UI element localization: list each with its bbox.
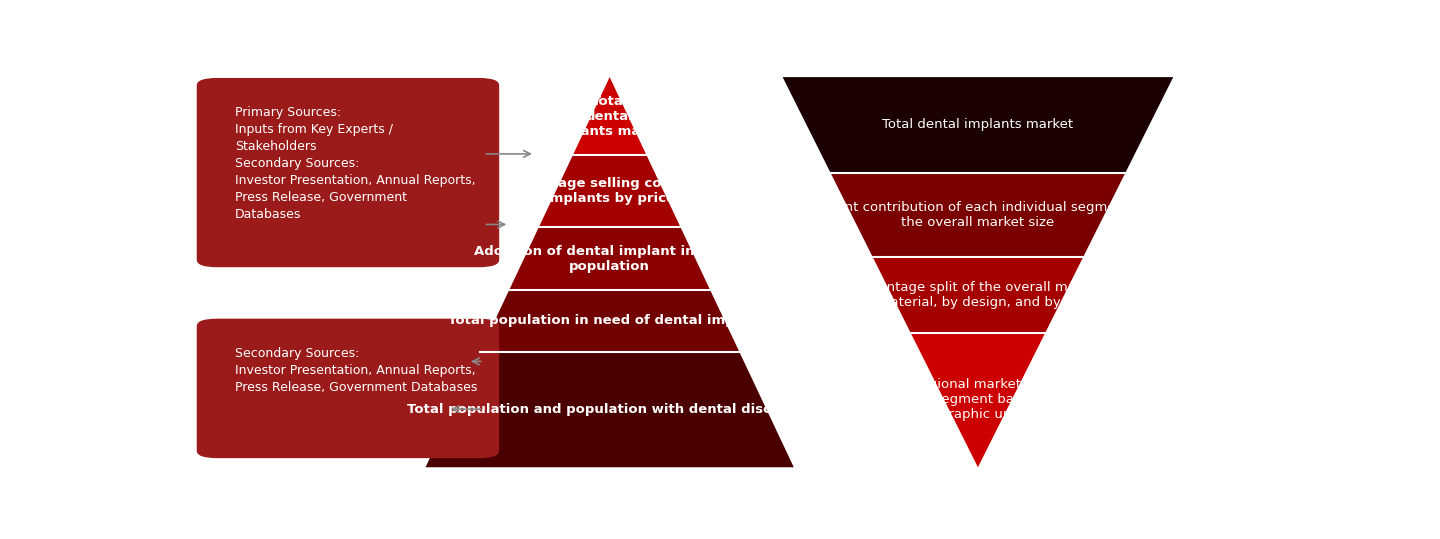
Polygon shape bbox=[480, 290, 740, 352]
Polygon shape bbox=[510, 227, 710, 290]
Polygon shape bbox=[831, 172, 1126, 257]
Polygon shape bbox=[426, 352, 793, 467]
FancyBboxPatch shape bbox=[197, 319, 500, 458]
Text: Primary Sources:
Inputs from Key Experts /
Stakeholders
Secondary Sources:
Inves: Primary Sources: Inputs from Key Experts… bbox=[235, 106, 475, 221]
Text: Regional market for
each segment based on
geographic uptake: Regional market for each segment based o… bbox=[897, 378, 1058, 421]
Text: Total dental implants market: Total dental implants market bbox=[883, 119, 1073, 132]
Polygon shape bbox=[783, 77, 1174, 172]
Text: Total population in need of dental implants: Total population in need of dental impla… bbox=[448, 314, 772, 328]
Text: Average selling cost of
implants by price: Average selling cost of implants by pric… bbox=[524, 177, 696, 205]
Text: Adoption of dental implant in target
population: Adoption of dental implant in target pop… bbox=[474, 245, 746, 273]
Text: Secondary Sources:
Investor Presentation, Annual Reports,
Press Release, Governm: Secondary Sources: Investor Presentation… bbox=[235, 347, 477, 394]
Text: Total population and population with dental disorders: Total population and population with den… bbox=[408, 403, 812, 416]
FancyBboxPatch shape bbox=[197, 78, 500, 267]
Text: Percentage split of the overall market,
by material, by design, and by price: Percentage split of the overall market, … bbox=[850, 281, 1106, 309]
Polygon shape bbox=[910, 333, 1045, 467]
Polygon shape bbox=[873, 257, 1083, 333]
Text: Percent contribution of each individual segment to
the overall market size: Percent contribution of each individual … bbox=[808, 201, 1148, 229]
Text: Total
dental
implants market: Total dental implants market bbox=[549, 95, 671, 137]
Polygon shape bbox=[573, 77, 647, 155]
Polygon shape bbox=[539, 155, 681, 227]
